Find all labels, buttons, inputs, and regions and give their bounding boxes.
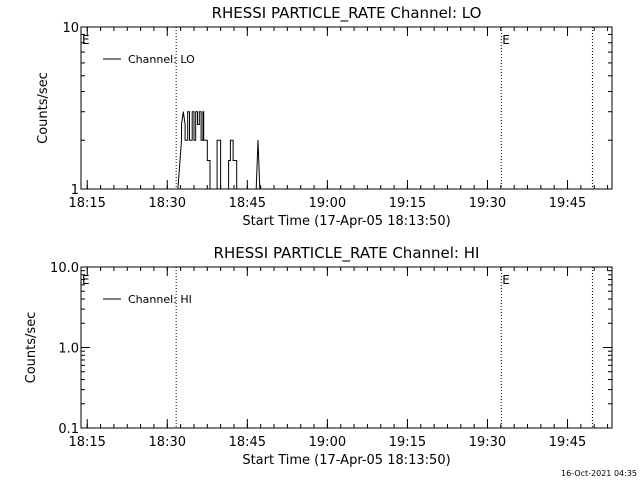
series-line [81, 111, 274, 190]
chart-title: RHESSI PARTICLE_RATE Channel: HI [214, 244, 480, 263]
x-tick-label: 19:00 [309, 435, 346, 450]
x-tick-label: 18:45 [229, 435, 266, 450]
chart-panel-1: RHESSI PARTICLE_RATE Channel: LO 1 10 Count… [36, 4, 613, 229]
legend: Channel: HI [103, 293, 192, 306]
y-axis-label: Counts/sec [36, 72, 51, 144]
chart-title: RHESSI PARTICLE_RATE Channel: LO [212, 4, 482, 23]
chart-panel-2: RHESSI PARTICLE_RATE Channel: HI 0.1 1.0 10… [24, 244, 613, 468]
legend: Channel: LO [103, 53, 195, 66]
marker-label: E [82, 273, 90, 287]
legend-label: Channel: HI [128, 293, 192, 306]
y-tick-label: 10.0 [50, 261, 79, 276]
x-tick-label: 19:45 [549, 435, 586, 450]
marker-label: E [82, 33, 90, 47]
plot-frame [80, 26, 613, 190]
x-tick-label: 19:15 [389, 196, 426, 211]
y-axis-label: Counts/sec [24, 312, 39, 384]
x-tick-label: 19:15 [389, 435, 426, 450]
y-tick-label: 10 [62, 21, 79, 36]
y-tick-label: 1.0 [58, 342, 79, 357]
marker-label: E [502, 33, 510, 47]
x-tick-label: 18:30 [149, 435, 186, 450]
x-tick-label: 19:30 [469, 435, 506, 450]
x-tick-label: 18:15 [68, 196, 105, 211]
x-tick-label: 18:30 [149, 196, 186, 211]
marker-label: E [502, 273, 510, 287]
footer-timestamp: 16-Oct-2021 04:35 [561, 469, 637, 478]
x-tick-label: 19:00 [309, 196, 346, 211]
x-tick-label: 18:45 [229, 196, 266, 211]
x-tick-label: 19:45 [549, 196, 586, 211]
legend-label: Channel: LO [128, 53, 195, 66]
y-tick-label: 1 [71, 183, 79, 198]
y-tick-label: 0.1 [58, 422, 79, 437]
x-tick-label: 18:15 [68, 435, 105, 450]
plot-frame [80, 266, 613, 429]
x-axis-label: Start Time (17-Apr-05 18:13:50) [242, 453, 450, 468]
x-axis-label: Start Time (17-Apr-05 18:13:50) [242, 214, 450, 229]
x-tick-label: 19:30 [469, 196, 506, 211]
